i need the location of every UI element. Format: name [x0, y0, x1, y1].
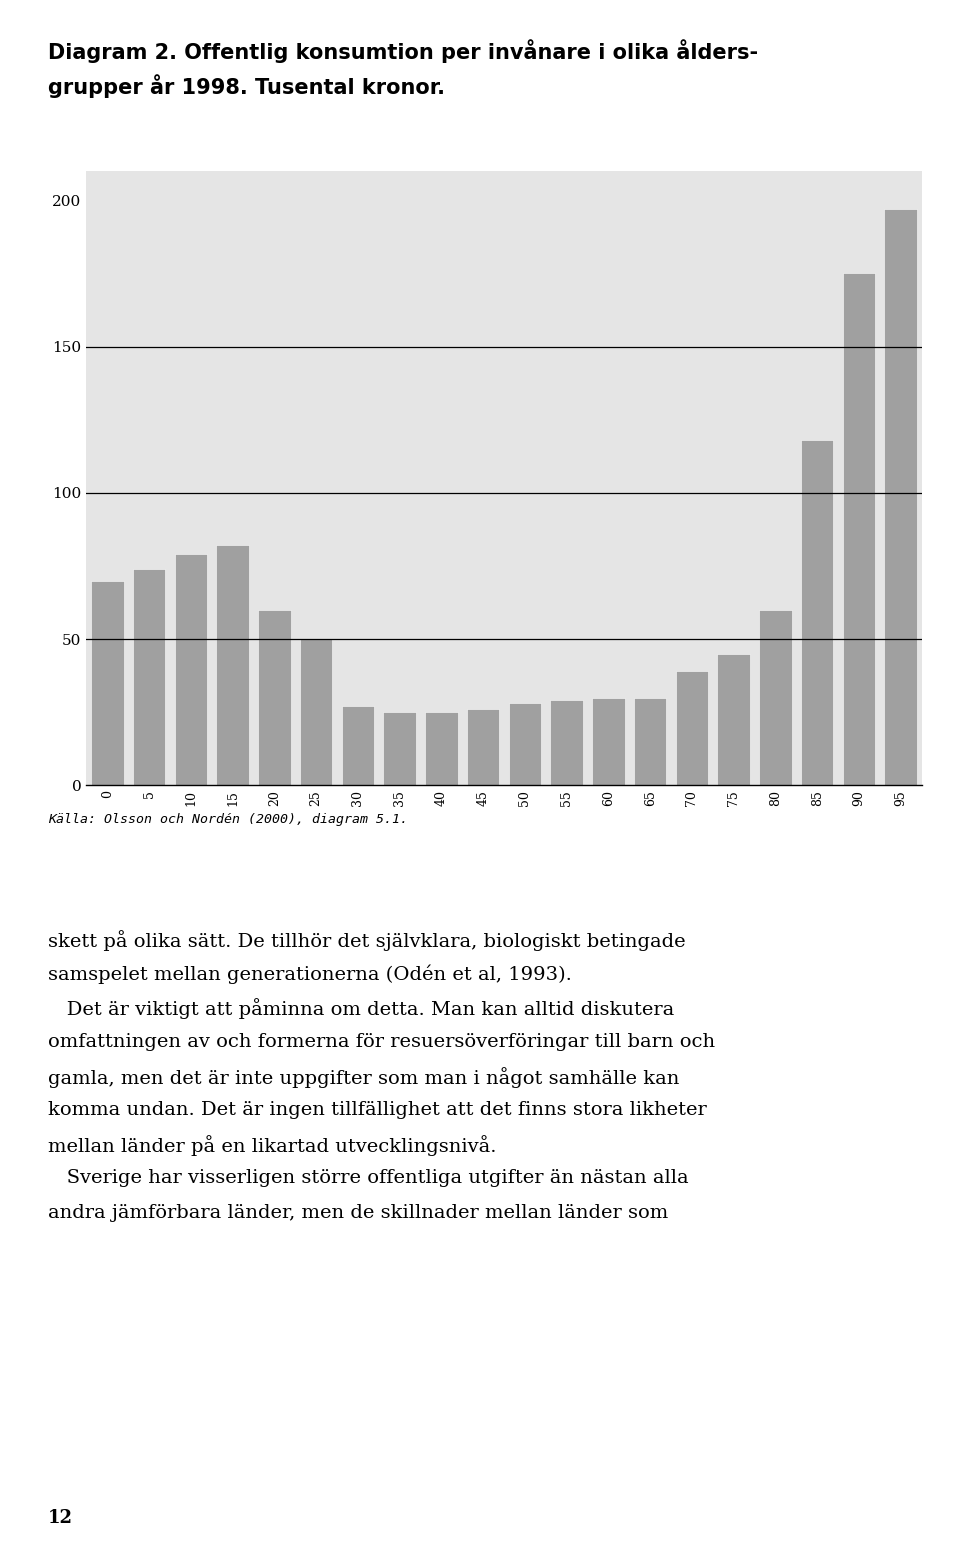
Bar — [550, 700, 583, 785]
Text: samspelet mellan generationerna (Odén et al, 1993).: samspelet mellan generationerna (Odén et… — [48, 964, 572, 984]
Bar — [300, 639, 332, 785]
Bar — [509, 703, 541, 785]
Bar — [216, 546, 249, 785]
Bar — [383, 712, 416, 785]
Text: mellan länder på en likartad utvecklingsnivå.: mellan länder på en likartad utvecklings… — [48, 1135, 496, 1155]
Bar — [592, 698, 625, 785]
Text: gamla, men det är inte uppgifter som man i något samhälle kan: gamla, men det är inte uppgifter som man… — [48, 1067, 680, 1087]
Bar — [676, 672, 708, 785]
Text: Sverige har visserligen större offentliga utgifter än nästan alla: Sverige har visserligen större offentlig… — [48, 1169, 688, 1188]
Text: Det är viktigt att påminna om detta. Man kan alltid diskutera: Det är viktigt att påminna om detta. Man… — [48, 998, 674, 1019]
Bar — [425, 712, 458, 785]
Bar — [759, 610, 792, 785]
Bar — [132, 569, 165, 785]
Bar — [717, 653, 750, 785]
Bar — [175, 554, 207, 785]
Text: Källa: Olsson och Nordén (2000), diagram 5.1.: Källa: Olsson och Nordén (2000), diagram… — [48, 813, 408, 826]
Bar — [801, 440, 833, 785]
Text: grupper år 1998. Tusental kronor.: grupper år 1998. Tusental kronor. — [48, 75, 445, 98]
Bar — [884, 208, 917, 785]
Text: komma undan. Det är ingen tillfällighet att det finns stora likheter: komma undan. Det är ingen tillfällighet … — [48, 1101, 707, 1120]
Text: 12: 12 — [48, 1508, 73, 1527]
Bar — [467, 709, 499, 785]
Bar — [258, 610, 291, 785]
Text: omfattningen av och formerna för resuersöverföringar till barn och: omfattningen av och formerna för resuers… — [48, 1033, 715, 1051]
Bar — [342, 706, 374, 785]
Text: Diagram 2. Offentlig konsumtion per invånare i olika ålders-: Diagram 2. Offentlig konsumtion per invå… — [48, 39, 758, 62]
Bar — [843, 274, 876, 785]
Text: skett på olika sätt. De tillhör det självklara, biologiskt betingade: skett på olika sätt. De tillhör det själ… — [48, 930, 685, 950]
Bar — [91, 580, 124, 785]
Text: andra jämförbara länder, men de skillnader mellan länder som: andra jämförbara länder, men de skillnad… — [48, 1204, 668, 1222]
Bar — [634, 698, 666, 785]
